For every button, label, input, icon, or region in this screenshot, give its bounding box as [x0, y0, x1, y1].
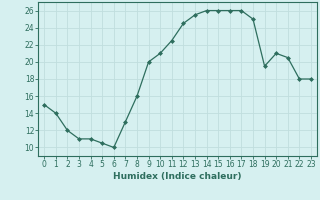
- X-axis label: Humidex (Indice chaleur): Humidex (Indice chaleur): [113, 172, 242, 181]
